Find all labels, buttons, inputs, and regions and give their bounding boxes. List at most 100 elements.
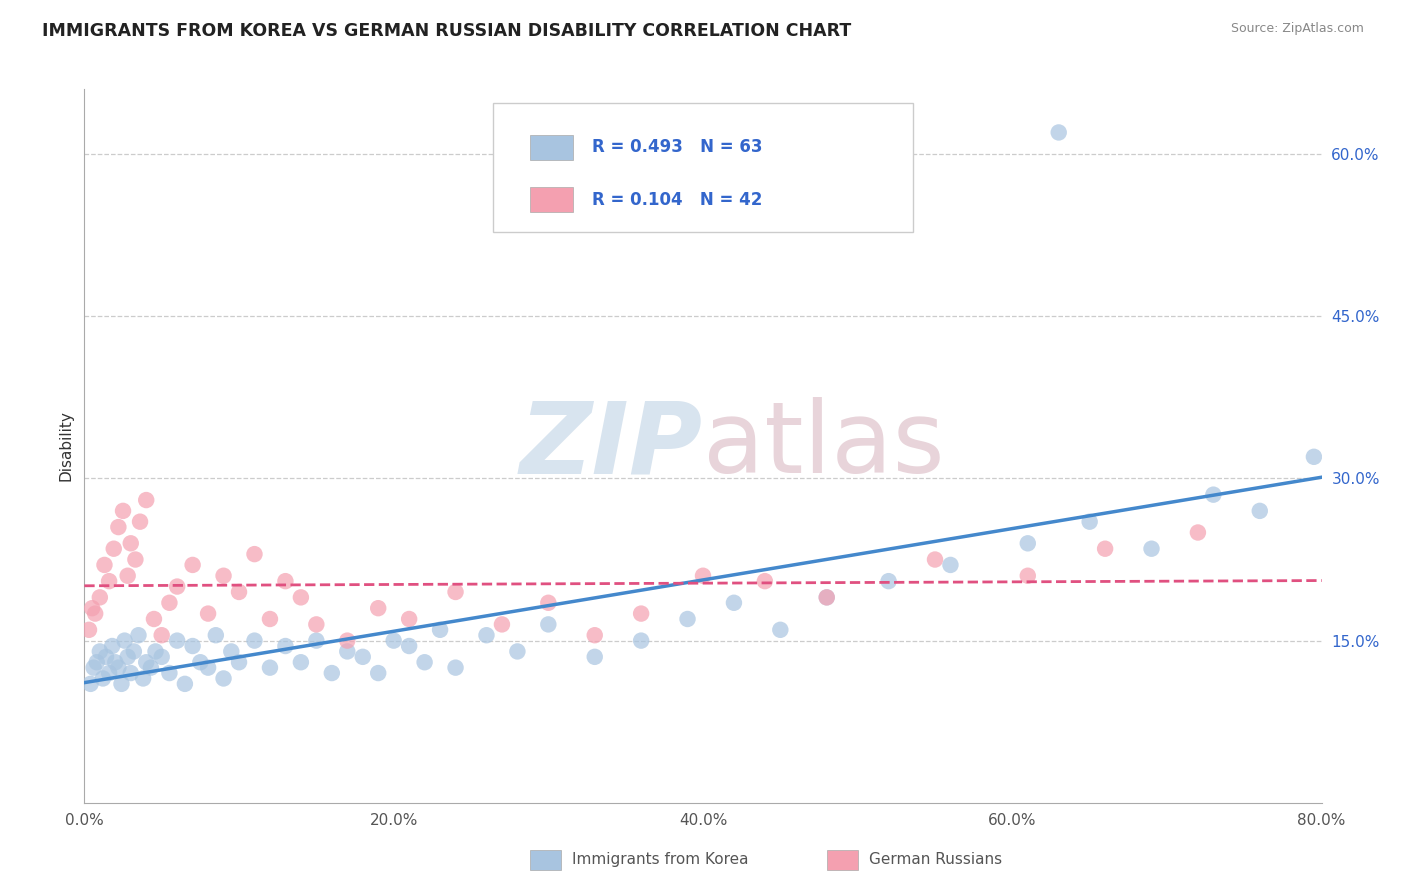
Point: [367, 666, 389, 681]
Point: [98, 574, 121, 589]
Point: [583, 649, 606, 664]
Point: [104, 655, 127, 669]
Point: [506, 644, 529, 658]
Point: [754, 574, 776, 589]
Point: [537, 617, 560, 632]
Point: [228, 585, 250, 599]
Point: [174, 677, 197, 691]
Point: [128, 628, 150, 642]
Point: [107, 660, 129, 674]
Point: [228, 655, 250, 669]
Point: [117, 649, 139, 664]
Point: [274, 574, 297, 589]
Point: [815, 591, 838, 605]
Text: R = 0.493   N = 63: R = 0.493 N = 63: [592, 138, 762, 156]
Point: [197, 607, 219, 621]
Point: [159, 666, 181, 681]
Text: atlas: atlas: [703, 398, 945, 494]
Point: [89, 644, 111, 658]
Point: [124, 552, 146, 566]
Point: [101, 639, 124, 653]
Point: [723, 596, 745, 610]
Point: [1078, 515, 1101, 529]
Text: Source: ZipAtlas.com: Source: ZipAtlas.com: [1230, 22, 1364, 36]
Point: [82, 601, 104, 615]
Point: [1187, 525, 1209, 540]
Point: [444, 660, 467, 674]
Point: [815, 591, 838, 605]
Point: [150, 649, 173, 664]
Point: [398, 612, 420, 626]
Point: [877, 574, 900, 589]
Point: [188, 655, 212, 669]
Point: [83, 660, 105, 674]
Point: [117, 568, 139, 582]
Point: [336, 644, 359, 658]
FancyBboxPatch shape: [530, 135, 574, 160]
Point: [120, 666, 142, 681]
Point: [274, 639, 297, 653]
Point: [243, 547, 266, 561]
Point: [110, 677, 132, 691]
Point: [159, 596, 181, 610]
Point: [692, 568, 714, 582]
Point: [321, 666, 343, 681]
Point: [398, 639, 420, 653]
Point: [475, 628, 498, 642]
Point: [1140, 541, 1163, 556]
Point: [444, 585, 467, 599]
Point: [221, 644, 243, 658]
Point: [129, 515, 152, 529]
Point: [145, 644, 167, 658]
Point: [429, 623, 451, 637]
Text: IMMIGRANTS FROM KOREA VS GERMAN RUSSIAN DISABILITY CORRELATION CHART: IMMIGRANTS FROM KOREA VS GERMAN RUSSIAN …: [42, 22, 852, 40]
Point: [93, 558, 115, 572]
Point: [676, 612, 699, 626]
Y-axis label: Disability: Disability: [58, 410, 73, 482]
Point: [769, 623, 792, 637]
Point: [259, 612, 281, 626]
Point: [1017, 536, 1039, 550]
Point: [290, 655, 312, 669]
Point: [89, 591, 111, 605]
Point: [91, 672, 114, 686]
Point: [1047, 125, 1070, 139]
Point: [537, 596, 560, 610]
Point: [94, 649, 117, 664]
FancyBboxPatch shape: [530, 187, 574, 212]
Point: [630, 633, 652, 648]
Point: [114, 633, 136, 648]
Point: [197, 660, 219, 674]
Point: [103, 541, 125, 556]
Point: [181, 639, 204, 653]
Point: [336, 633, 359, 648]
Point: [1249, 504, 1271, 518]
Point: [212, 568, 235, 582]
Point: [205, 628, 228, 642]
Point: [84, 607, 107, 621]
Point: [212, 672, 235, 686]
Point: [132, 672, 155, 686]
Point: [112, 504, 135, 518]
Point: [77, 623, 100, 637]
Point: [1017, 568, 1039, 582]
Point: [122, 644, 145, 658]
Point: [305, 617, 328, 632]
Point: [86, 655, 108, 669]
Text: ZIP: ZIP: [520, 398, 703, 494]
Point: [135, 655, 157, 669]
Point: [290, 591, 312, 605]
Point: [413, 655, 436, 669]
Point: [135, 493, 157, 508]
Point: [166, 580, 188, 594]
Point: [150, 628, 173, 642]
Point: [1303, 450, 1326, 464]
Point: [367, 601, 389, 615]
Point: [243, 633, 266, 648]
Point: [181, 558, 204, 572]
Point: [1094, 541, 1116, 556]
Point: [491, 617, 513, 632]
Point: [98, 666, 121, 681]
FancyBboxPatch shape: [492, 103, 914, 232]
Point: [107, 520, 129, 534]
